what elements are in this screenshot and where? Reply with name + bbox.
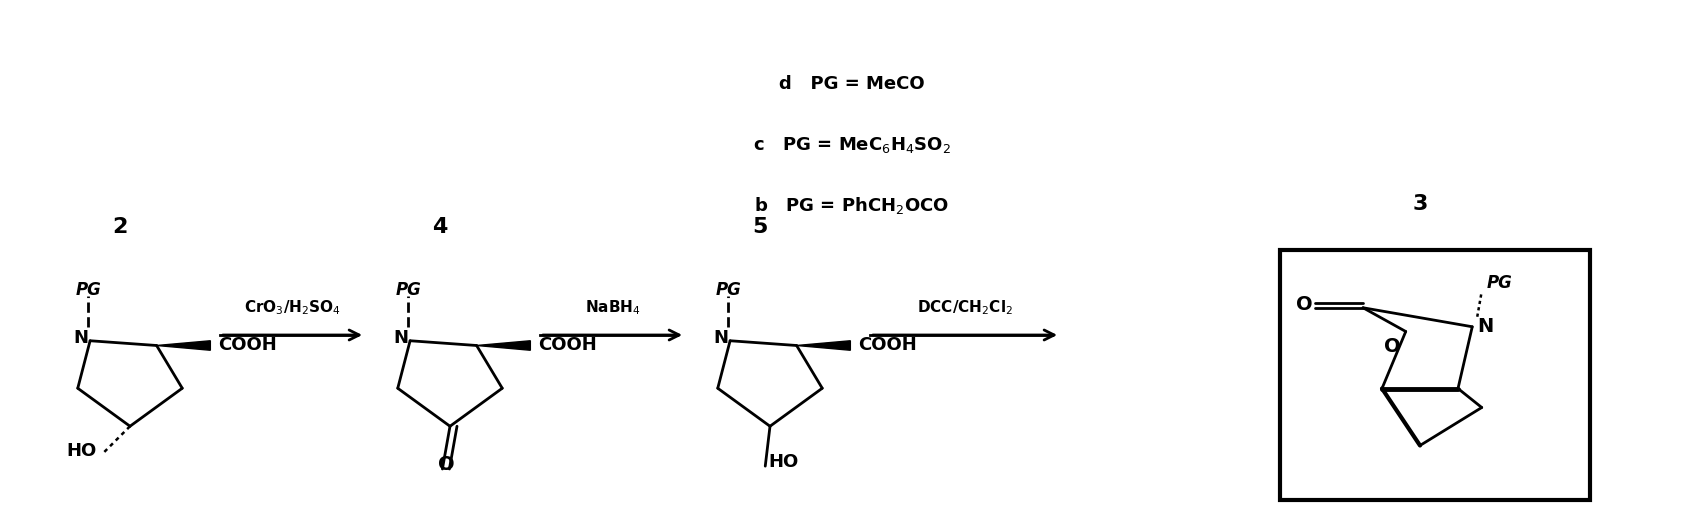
Text: PG: PG bbox=[75, 281, 101, 299]
Text: PG: PG bbox=[1488, 274, 1513, 292]
Text: d   PG = MeCO: d PG = MeCO bbox=[779, 75, 925, 93]
Text: 4: 4 bbox=[433, 217, 448, 237]
Text: NaBH$_4$: NaBH$_4$ bbox=[584, 298, 641, 317]
Polygon shape bbox=[796, 341, 850, 350]
Text: COOH: COOH bbox=[538, 336, 596, 354]
Text: c   PG = MeC$_6$H$_4$SO$_2$: c PG = MeC$_6$H$_4$SO$_2$ bbox=[753, 135, 951, 155]
Text: b   PG = PhCH$_2$OCO: b PG = PhCH$_2$OCO bbox=[755, 195, 949, 216]
Text: PG: PG bbox=[395, 281, 421, 299]
Text: N: N bbox=[73, 329, 89, 347]
Polygon shape bbox=[477, 341, 530, 350]
Text: O: O bbox=[438, 455, 455, 474]
Text: HO: HO bbox=[66, 442, 97, 460]
Text: COOH: COOH bbox=[859, 336, 917, 354]
Text: N: N bbox=[712, 329, 728, 347]
Text: CrO$_3$/H$_2$SO$_4$: CrO$_3$/H$_2$SO$_4$ bbox=[244, 298, 341, 317]
Text: DCC/CH$_2$Cl$_2$: DCC/CH$_2$Cl$_2$ bbox=[917, 298, 1014, 317]
Text: 2: 2 bbox=[112, 217, 128, 237]
Text: O: O bbox=[1384, 336, 1401, 355]
Text: 3: 3 bbox=[1413, 194, 1428, 214]
Text: O: O bbox=[1295, 295, 1312, 314]
Polygon shape bbox=[157, 341, 210, 350]
Text: COOH: COOH bbox=[218, 336, 278, 354]
Text: N: N bbox=[1477, 317, 1493, 336]
Text: 5: 5 bbox=[751, 217, 769, 237]
Bar bbox=[1280, 250, 1590, 500]
Text: HO: HO bbox=[769, 453, 799, 471]
Text: N: N bbox=[394, 329, 407, 347]
Text: PG: PG bbox=[716, 281, 741, 299]
